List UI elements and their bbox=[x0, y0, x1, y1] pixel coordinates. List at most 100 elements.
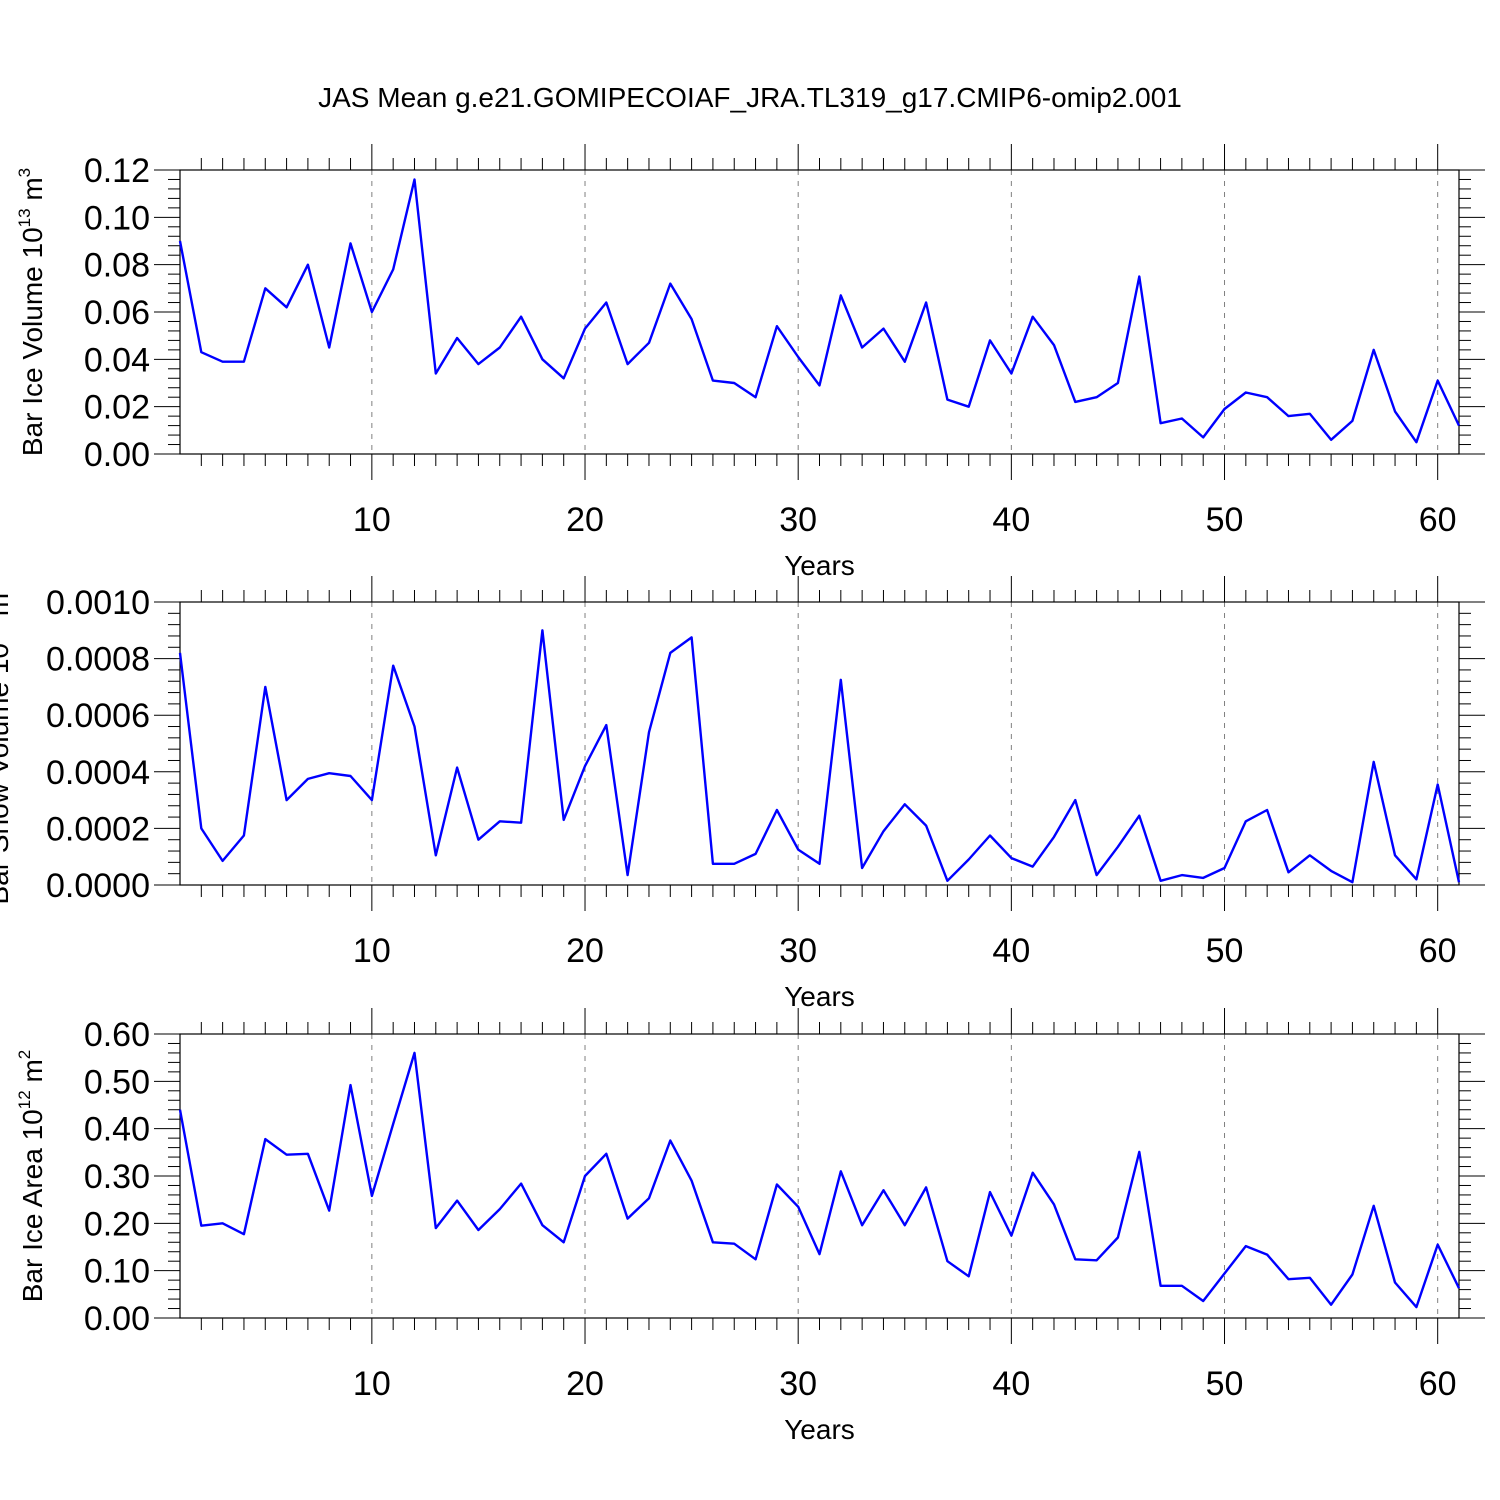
ice-area-yaxis-label: Bar Ice Area 1012 m2 bbox=[15, 1050, 48, 1303]
ice-volume-data-point bbox=[392, 268, 394, 270]
ice-volume-data-point bbox=[776, 325, 778, 327]
ice-volume-data-point bbox=[1287, 415, 1289, 417]
ice-volume-data-point bbox=[904, 361, 906, 363]
ice-volume-data-point bbox=[1181, 418, 1183, 420]
ice-area-data-point bbox=[840, 1170, 842, 1172]
snow-volume-xtick-label: 30 bbox=[779, 932, 817, 970]
ice-volume-ytick-label: 0.04 bbox=[84, 341, 150, 379]
ice-area-data-point bbox=[648, 1197, 650, 1199]
ice-volume-data-point bbox=[1437, 380, 1439, 382]
snow-volume-ytick-label: 0.0008 bbox=[46, 641, 150, 679]
ice-area-data-point bbox=[200, 1225, 202, 1227]
snow-volume-data-point bbox=[1330, 870, 1332, 872]
ice-volume-data-point bbox=[1160, 422, 1162, 424]
ice-volume-data-point bbox=[328, 347, 330, 349]
ice-volume-data-point bbox=[286, 306, 288, 308]
snow-volume-ytick-label: 0.0004 bbox=[46, 754, 150, 792]
ice-volume-yaxis-label: Bar Ice Volume 1013 m3 bbox=[15, 168, 48, 456]
ice-volume-data-point bbox=[413, 178, 415, 180]
ice-area-data-point bbox=[350, 1084, 352, 1086]
snow-volume-data-point bbox=[989, 834, 991, 836]
ice-area-data-point bbox=[989, 1191, 991, 1193]
ice-area-data-point bbox=[1437, 1244, 1439, 1246]
snow-volume-data-point bbox=[605, 724, 607, 726]
ice-area-data-point bbox=[264, 1138, 266, 1140]
snow-volume-data-point bbox=[1224, 867, 1226, 869]
ice-volume-ytick-label: 0.08 bbox=[84, 247, 150, 285]
ice-area-ylabel-base: Bar Ice Area 10 bbox=[17, 1109, 48, 1302]
ice-volume-data-point bbox=[541, 358, 543, 360]
ice-area-data-point bbox=[222, 1222, 224, 1224]
ice-volume-data-point bbox=[1266, 396, 1268, 398]
snow-volume-plot-frame bbox=[179, 601, 1460, 886]
ice-volume-data-point bbox=[1053, 344, 1055, 346]
ice-volume-ytick-label: 0.12 bbox=[84, 152, 150, 190]
ice-volume-data-point bbox=[1458, 425, 1460, 427]
snow-volume-data-point bbox=[350, 775, 352, 777]
ice-area-data-point bbox=[435, 1227, 437, 1229]
ice-volume-data-point bbox=[1351, 420, 1353, 422]
ice-volume-ylabel-unit: m bbox=[17, 177, 48, 208]
ice-volume-data-point bbox=[200, 351, 202, 353]
snow-volume-data-point bbox=[691, 636, 693, 638]
ice-area-data-point bbox=[1053, 1203, 1055, 1205]
ice-volume-data-point bbox=[243, 361, 245, 363]
ice-area-data-point bbox=[1351, 1273, 1353, 1275]
ice-volume-data-point bbox=[1224, 408, 1226, 410]
snow-volume-data-point bbox=[755, 853, 757, 855]
snow-volume-data-point bbox=[264, 686, 266, 688]
snow-volume-xtick-label: 40 bbox=[992, 932, 1030, 970]
snow-volume-data-point bbox=[541, 629, 543, 631]
ice-area-data-point bbox=[797, 1206, 799, 1208]
ice-volume-data-point bbox=[691, 318, 693, 320]
ice-volume-data-point bbox=[371, 311, 373, 313]
snow-volume-data-point bbox=[328, 772, 330, 774]
ice-area-data-point bbox=[1138, 1151, 1140, 1153]
snow-volume-data-point bbox=[200, 827, 202, 829]
snow-volume-xtick-label: 10 bbox=[353, 932, 391, 970]
ice-area-data-point bbox=[861, 1224, 863, 1226]
snow-volume-data-point bbox=[1096, 874, 1098, 876]
snow-volume-data-point bbox=[925, 825, 927, 827]
ice-volume-ylabel-exponent: 13 bbox=[15, 208, 34, 227]
ice-volume-panel: 10 20 30 40 50 60 Years 0.00 0.02 0.04 0.06 0.08 0.1… bbox=[15, 144, 1485, 581]
snow-volume-data-point bbox=[1053, 836, 1055, 838]
snow-volume-data-point bbox=[1160, 880, 1162, 882]
snow-volume-series-line bbox=[178, 629, 1461, 884]
ice-volume-data-point bbox=[477, 363, 479, 365]
ice-volume-data-point bbox=[861, 347, 863, 349]
ice-area-data-point bbox=[179, 1109, 181, 1111]
ice-area-data-point bbox=[925, 1186, 927, 1188]
ice-volume-ylabel-base: Bar Ice Volume 10 bbox=[17, 227, 48, 456]
snow-volume-data-point bbox=[1202, 877, 1204, 879]
ice-area-data-point bbox=[286, 1154, 288, 1156]
ice-area-data-point bbox=[605, 1153, 607, 1155]
snow-volume-data-point bbox=[776, 809, 778, 811]
snow-volume-data-point bbox=[840, 679, 842, 681]
ice-volume-data-point bbox=[925, 302, 927, 304]
ice-area-data-point bbox=[541, 1224, 543, 1226]
ice-volume-data-point bbox=[712, 380, 714, 382]
ice-volume-ytick-label: 0.06 bbox=[84, 294, 150, 332]
ice-volume-xtick-label: 60 bbox=[1419, 501, 1457, 539]
snow-volume-data-point bbox=[1373, 761, 1375, 763]
ice-area-data-point bbox=[1309, 1277, 1311, 1279]
ice-area-xaxis-label: Years bbox=[784, 1414, 855, 1445]
ice-volume-data-point bbox=[1330, 439, 1332, 441]
ice-volume-data-point bbox=[819, 384, 821, 386]
ice-volume-data-point bbox=[222, 361, 224, 363]
snow-volume-data-point bbox=[371, 799, 373, 801]
snow-volume-data-point bbox=[733, 863, 735, 865]
snow-volume-data-point bbox=[1351, 881, 1353, 883]
ice-area-data-point bbox=[1032, 1172, 1034, 1174]
snow-volume-data-point bbox=[1138, 815, 1140, 817]
ice-area-data-point bbox=[733, 1243, 735, 1245]
ice-volume-data-point bbox=[797, 356, 799, 358]
ice-area-data-point bbox=[520, 1183, 522, 1185]
ice-area-ytick-label: 0.40 bbox=[84, 1111, 150, 1149]
ice-area-data-point bbox=[819, 1253, 821, 1255]
ice-volume-data-point bbox=[605, 302, 607, 304]
ice-volume-xtick-label: 40 bbox=[992, 501, 1030, 539]
ice-area-data-point bbox=[328, 1210, 330, 1212]
